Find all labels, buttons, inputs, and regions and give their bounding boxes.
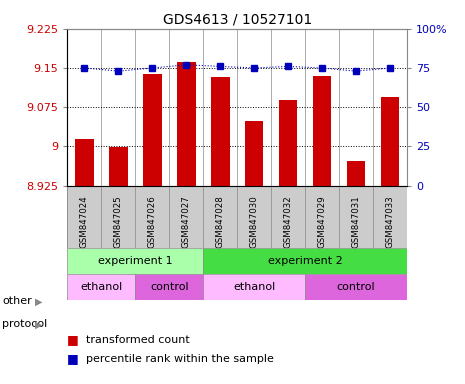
- Text: GSM847027: GSM847027: [182, 195, 191, 248]
- Bar: [67, 248, 203, 274]
- Text: ■: ■: [67, 353, 83, 366]
- Bar: [346, 161, 365, 185]
- Bar: [75, 139, 94, 185]
- Text: GSM847032: GSM847032: [284, 195, 292, 248]
- Bar: [279, 100, 298, 185]
- Bar: [135, 274, 203, 300]
- Bar: [109, 147, 128, 185]
- Text: GSM847025: GSM847025: [114, 195, 123, 248]
- Text: ethanol: ethanol: [233, 282, 275, 292]
- Bar: [211, 77, 230, 185]
- Text: percentile rank within the sample: percentile rank within the sample: [86, 354, 274, 364]
- Bar: [312, 76, 332, 185]
- Text: transformed count: transformed count: [86, 335, 190, 345]
- Bar: [380, 97, 399, 185]
- Text: GSM847033: GSM847033: [385, 195, 394, 248]
- Text: GSM847031: GSM847031: [352, 195, 360, 248]
- Text: ethanol: ethanol: [80, 282, 122, 292]
- Text: GSM847029: GSM847029: [318, 195, 326, 248]
- Text: GSM847030: GSM847030: [250, 195, 259, 248]
- Bar: [203, 274, 305, 300]
- Bar: [67, 274, 135, 300]
- Text: GSM847024: GSM847024: [80, 195, 89, 248]
- Text: experiment 1: experiment 1: [98, 256, 173, 266]
- Bar: [245, 121, 264, 185]
- Text: protocol: protocol: [2, 319, 47, 329]
- Text: ▶: ▶: [35, 319, 42, 329]
- Bar: [143, 74, 162, 185]
- Text: control: control: [337, 282, 375, 292]
- Bar: [305, 274, 407, 300]
- Title: GDS4613 / 10527101: GDS4613 / 10527101: [163, 12, 312, 26]
- Text: experiment 2: experiment 2: [268, 256, 342, 266]
- Text: control: control: [150, 282, 189, 292]
- Text: ■: ■: [67, 333, 83, 346]
- Text: GSM847026: GSM847026: [148, 195, 157, 248]
- Bar: [203, 248, 407, 274]
- Text: other: other: [2, 296, 32, 306]
- Text: ▶: ▶: [35, 296, 42, 306]
- Text: GSM847028: GSM847028: [216, 195, 225, 248]
- Bar: [177, 62, 196, 185]
